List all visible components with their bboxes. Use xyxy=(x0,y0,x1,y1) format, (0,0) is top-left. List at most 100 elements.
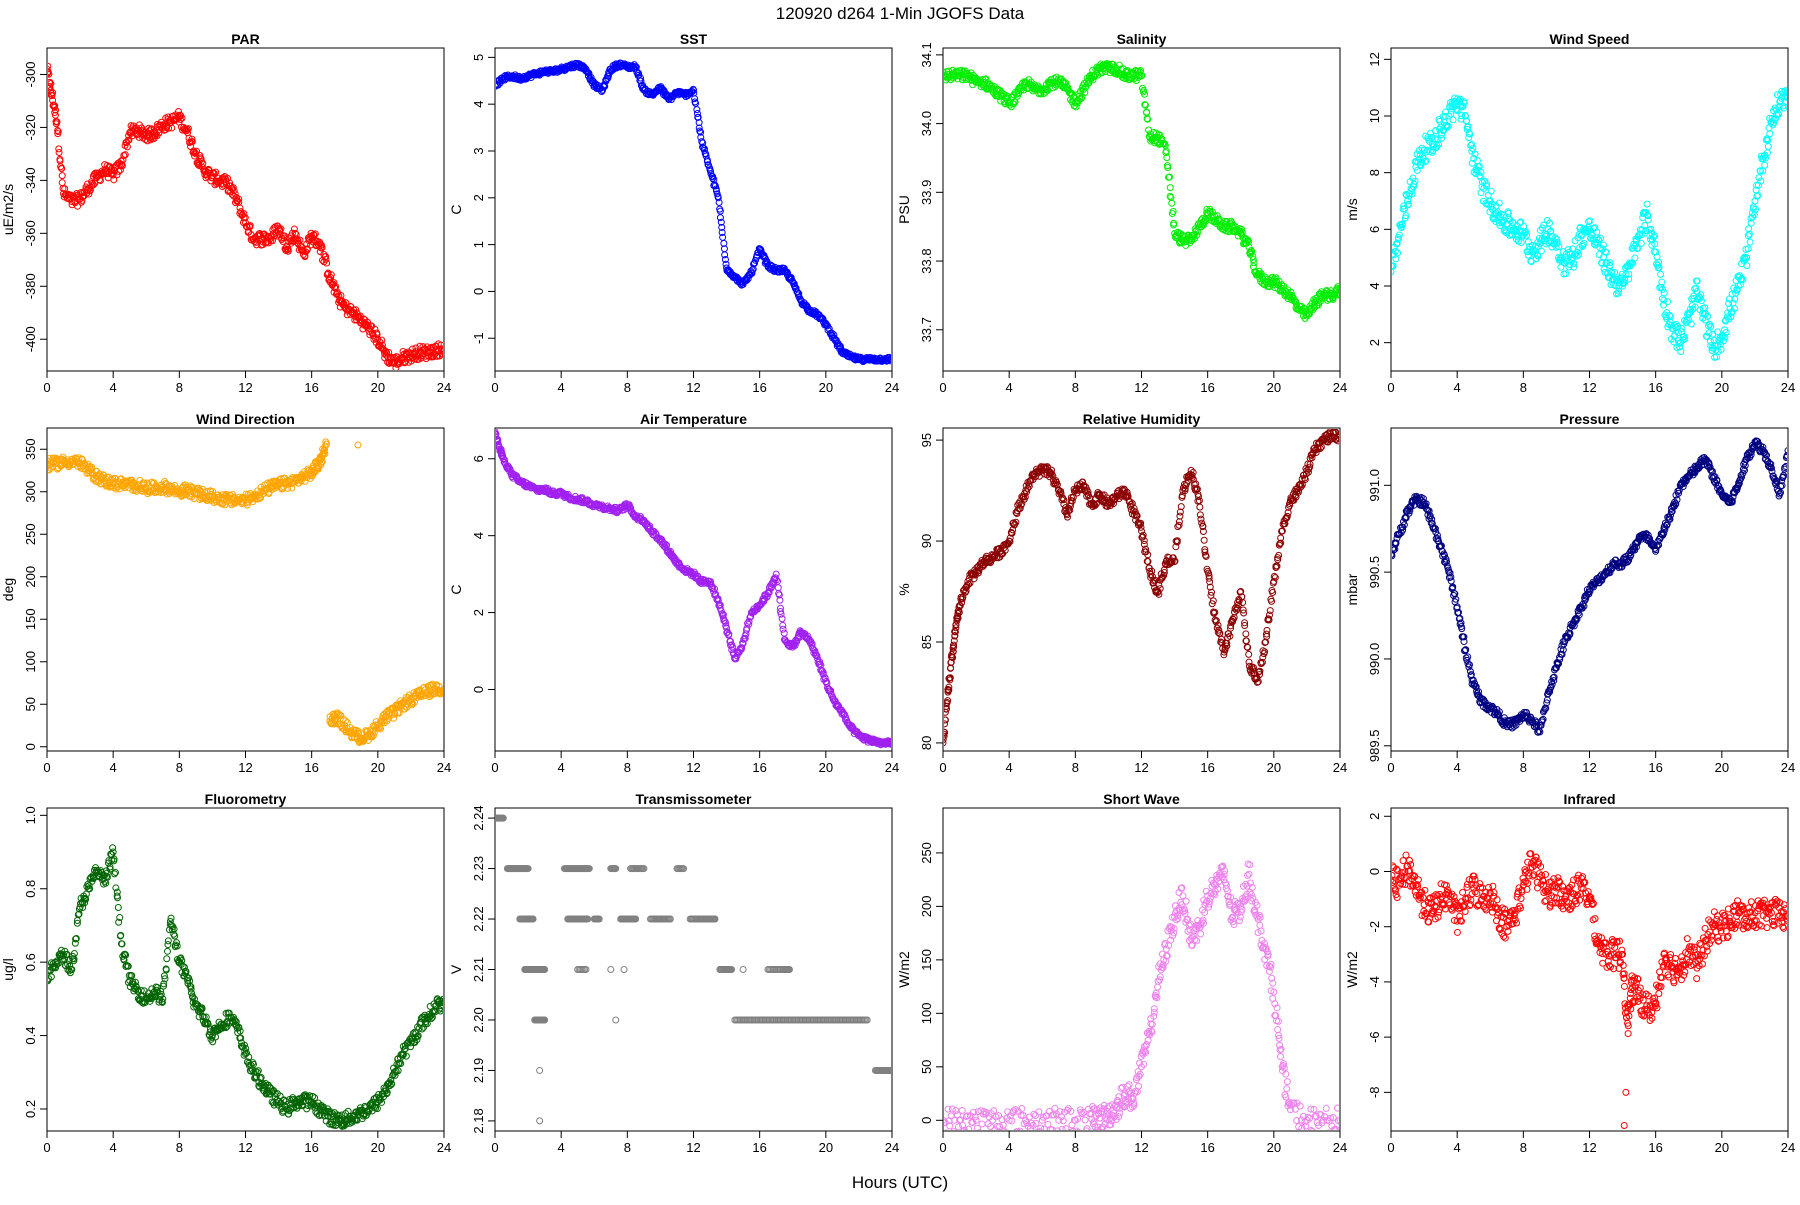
x-tick-label: 16 xyxy=(752,760,766,775)
sample-point xyxy=(1478,190,1484,196)
x-tick-label: 20 xyxy=(819,380,833,395)
x-tick-label: 8 xyxy=(1072,380,1079,395)
y-tick-label: -380 xyxy=(23,273,38,299)
figure-xlabel: Hours (UTC) xyxy=(852,1173,948,1192)
x-tick-label: 0 xyxy=(939,760,946,775)
x-tick-label: 8 xyxy=(624,760,631,775)
y-tick-label: 6 xyxy=(1367,226,1382,233)
points-group xyxy=(44,63,447,370)
points-group xyxy=(940,428,1343,745)
sample-point xyxy=(1270,590,1276,596)
x-tick-label: 24 xyxy=(885,760,899,775)
x-tick-label: 8 xyxy=(1072,760,1079,775)
x-tick-label: 20 xyxy=(819,760,833,775)
y-tick-label: 350 xyxy=(23,438,38,460)
y-tick-label: 33.7 xyxy=(919,317,934,342)
x-tick-label: 24 xyxy=(1781,380,1795,395)
panel-title: SST xyxy=(680,31,708,47)
x-tick-label: 24 xyxy=(1333,380,1347,395)
sample-point xyxy=(59,173,65,179)
y-tick-label: 4 xyxy=(471,101,486,108)
y-tick-label: 300 xyxy=(23,481,38,503)
x-tick-label: 12 xyxy=(238,760,252,775)
sample-point xyxy=(1201,537,1207,543)
x-tick-label: 24 xyxy=(1333,760,1347,775)
figure-title: 120920 d264 1-Min JGOFS Data xyxy=(776,4,1025,23)
sample-point xyxy=(1243,631,1249,637)
y-axis-label: m/s xyxy=(1344,198,1360,221)
x-tick-label: 8 xyxy=(176,760,183,775)
sample-point xyxy=(59,180,65,186)
y-tick-label: 90 xyxy=(919,534,934,548)
panel-title: Air Temperature xyxy=(640,411,747,427)
y-tick-label: -320 xyxy=(23,114,38,140)
sample-point xyxy=(1264,627,1270,633)
sample-point xyxy=(59,166,65,172)
x-tick-label: 8 xyxy=(1520,380,1527,395)
plot-frame xyxy=(943,428,1340,751)
x-tick-label: 20 xyxy=(371,380,385,395)
x-tick-label: 20 xyxy=(371,760,385,775)
x-tick-label: 16 xyxy=(1200,760,1214,775)
y-tick-label: -1 xyxy=(471,332,486,344)
sample-point xyxy=(1267,608,1273,614)
y-tick-label: 150 xyxy=(23,608,38,630)
x-tick-label: 12 xyxy=(1134,760,1148,775)
points-group xyxy=(492,60,895,365)
x-tick-label: 12 xyxy=(238,380,252,395)
y-tick-label: 200 xyxy=(23,566,38,588)
sample-point xyxy=(1744,263,1750,269)
y-tick-label: 0 xyxy=(471,288,486,295)
x-tick-label: 24 xyxy=(885,380,899,395)
y-tick-label: 4 xyxy=(471,532,486,539)
x-tick-label: 12 xyxy=(1582,380,1596,395)
x-tick-label: 4 xyxy=(1454,380,1461,395)
plot-frame xyxy=(47,48,444,371)
x-tick-label: 4 xyxy=(558,760,565,775)
sample-point xyxy=(45,63,51,69)
sample-point xyxy=(1488,188,1494,194)
x-tick-label: 16 xyxy=(752,380,766,395)
x-tick-label: 4 xyxy=(110,380,117,395)
y-tick-label: 4 xyxy=(1367,282,1382,289)
panel-title: Wind Direction xyxy=(196,411,295,427)
x-tick-label: 16 xyxy=(1200,380,1214,395)
sample-point xyxy=(1276,552,1282,558)
x-tick-label: 12 xyxy=(1134,380,1148,395)
x-tick-label: 4 xyxy=(558,380,565,395)
x-tick-label: 0 xyxy=(491,380,498,395)
x-tick-label: 0 xyxy=(43,760,50,775)
y-tick-label: 8 xyxy=(1367,169,1382,176)
sample-point xyxy=(1197,504,1203,510)
y-tick-label: 34.1 xyxy=(919,42,934,67)
y-tick-label: -360 xyxy=(23,220,38,246)
sample-point xyxy=(1638,240,1644,246)
sample-point xyxy=(1747,239,1753,245)
sample-point xyxy=(1169,200,1175,206)
points-group xyxy=(1388,88,1791,361)
y-tick-label: 2 xyxy=(471,194,486,201)
panel-title: Wind Speed xyxy=(1550,31,1630,47)
y-axis-label: C xyxy=(448,204,464,214)
points-group xyxy=(492,429,895,748)
y-tick-label: -340 xyxy=(23,167,38,193)
x-tick-label: 20 xyxy=(1267,760,1281,775)
y-tick-label: 2 xyxy=(1367,339,1382,346)
points-group xyxy=(940,61,1343,322)
y-tick-label: 5 xyxy=(471,54,486,61)
y-tick-label: 95 xyxy=(919,433,934,447)
points-group xyxy=(44,439,447,746)
x-tick-label: 4 xyxy=(1006,760,1013,775)
y-tick-label: 100 xyxy=(23,651,38,673)
x-tick-label: 16 xyxy=(304,760,318,775)
x-tick-label: 24 xyxy=(437,760,451,775)
sample-point xyxy=(1767,131,1773,137)
x-tick-label: 8 xyxy=(624,380,631,395)
y-tick-label: 12 xyxy=(1367,52,1382,66)
y-tick-label: 50 xyxy=(23,697,38,711)
